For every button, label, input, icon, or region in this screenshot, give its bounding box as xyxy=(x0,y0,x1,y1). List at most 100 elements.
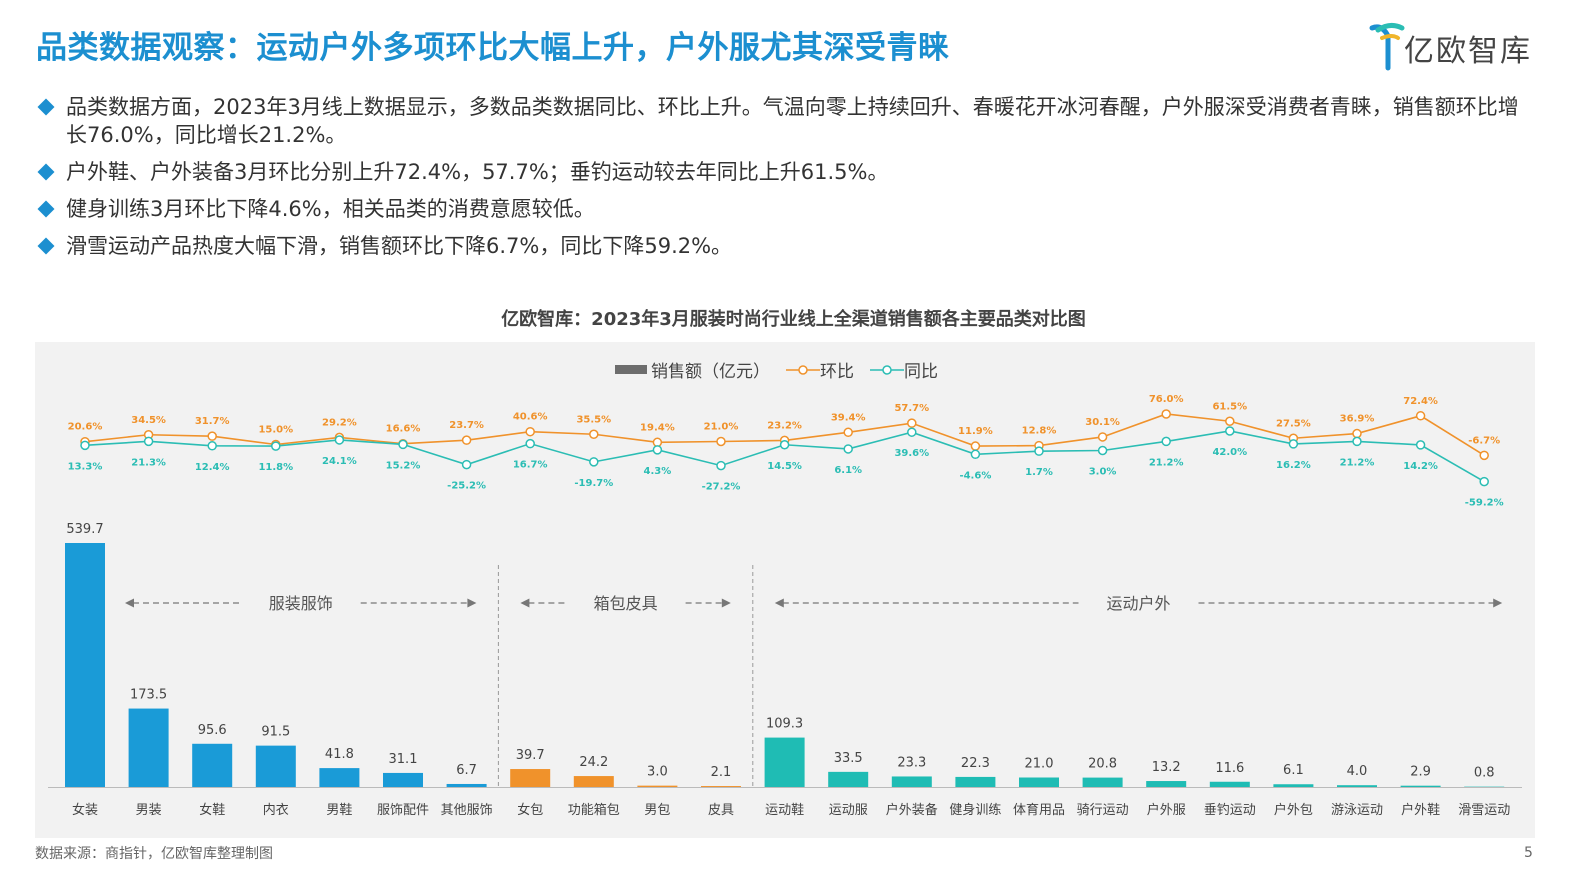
bullet-list: 品类数据方面，2023年3月线上数据显示，多数品类数据同比、环比上升。气温向零上… xyxy=(36,93,1536,269)
mom-value-label: -6.7% xyxy=(1468,435,1500,446)
yoy-point xyxy=(1288,439,1299,449)
mom-point xyxy=(1161,409,1171,419)
bar-value-label: 3.0 xyxy=(647,765,668,780)
category-label: 女鞋 xyxy=(199,802,225,818)
yoy-point xyxy=(970,449,981,460)
bar-value-label: 91.5 xyxy=(261,725,290,740)
yoy-value-label: 21.2% xyxy=(1340,457,1375,468)
yoy-value-label: 14.5% xyxy=(767,461,802,472)
right-arrowhead-icon xyxy=(1493,598,1503,608)
category-label: 其他服饰 xyxy=(441,803,493,818)
mom-value-label: 21.0% xyxy=(704,422,739,433)
mom-value-label: 39.4% xyxy=(831,412,866,423)
logo: 亿欧智库 xyxy=(1368,20,1538,74)
category-label: 户外鞋 xyxy=(1401,802,1440,818)
left-arrowhead-icon xyxy=(774,598,784,608)
yoy-point xyxy=(779,440,790,450)
category-label: 骑行运动 xyxy=(1077,803,1129,818)
mom-point xyxy=(716,436,726,447)
page-title: 品类数据观察：运动户外多项环比大幅上升，户外服尤其深受青睐 xyxy=(36,30,950,66)
bar-value-label: 2.9 xyxy=(1410,765,1431,780)
bar xyxy=(1400,785,1441,787)
legend-mom-line-icon xyxy=(786,364,820,375)
bar xyxy=(510,769,551,787)
yoy-value-label: -25.2% xyxy=(447,481,486,492)
mom-value-label: 19.4% xyxy=(640,422,675,433)
yoy-point xyxy=(143,436,154,447)
bullet-text: 品类数据方面，2023年3月线上数据显示，多数品类数据同比、环比上升。气温向零上… xyxy=(66,95,1519,147)
yoy-point xyxy=(207,441,217,451)
mom-point xyxy=(525,426,535,437)
bar xyxy=(319,768,360,787)
bar-value-label: 2.1 xyxy=(711,765,732,780)
yoy-point xyxy=(525,438,535,449)
yoy-value-label: 16.7% xyxy=(513,460,548,471)
bar-value-label: 13.2 xyxy=(1152,760,1181,775)
bar xyxy=(1146,781,1187,787)
bullet-item: 健身训练3月环比下降4.6%，相关品类的消费意愿较低。 xyxy=(36,195,1536,223)
bar-value-label: 39.7 xyxy=(516,748,545,763)
yoy-value-label: 6.1% xyxy=(834,465,862,476)
legend-item-sales: 销售额（亿元） xyxy=(615,357,770,382)
yoy-point xyxy=(589,457,599,467)
bar-value-label: 95.6 xyxy=(198,723,227,738)
bar-value-label: 6.1 xyxy=(1283,763,1304,778)
legend-item-yoy: 同比 xyxy=(870,357,938,382)
yoy-point xyxy=(80,440,90,451)
yoy-point xyxy=(716,460,726,471)
bar xyxy=(1082,777,1123,787)
bar-value-label: 22.3 xyxy=(961,756,990,771)
category-label: 健身训练 xyxy=(949,802,1001,818)
mom-value-label: 11.9% xyxy=(958,426,993,437)
yoy-point xyxy=(1034,446,1044,456)
bar xyxy=(637,785,678,787)
yoy-value-label: 4.3% xyxy=(644,466,672,477)
legend-label-sales: 销售额（亿元） xyxy=(651,362,770,382)
yoy-point xyxy=(398,439,408,450)
mom-point xyxy=(589,429,599,439)
category-label: 服饰配件 xyxy=(377,803,429,818)
mom-value-label: 12.8% xyxy=(1022,426,1057,437)
bar-value-label: 173.5 xyxy=(130,688,167,703)
chart-title: 亿欧智库：2023年3月服装时尚行业线上全渠道销售额各主要品类对比图 xyxy=(501,309,1086,330)
left-arrowhead-icon xyxy=(520,598,530,608)
yoy-point xyxy=(1479,476,1489,487)
mom-point xyxy=(843,427,853,438)
bar xyxy=(1019,777,1059,787)
bar-value-label: 4.0 xyxy=(1347,764,1368,779)
bar-value-label: 539.7 xyxy=(66,522,103,537)
data-source: 数据来源：商指针，亿欧智库整理制图 xyxy=(35,846,273,862)
bar xyxy=(446,783,487,787)
left-arrowhead-icon xyxy=(125,598,134,608)
mom-point xyxy=(461,435,472,445)
mom-point xyxy=(1097,432,1108,442)
mom-point xyxy=(1352,428,1362,439)
legend-bar-swatch xyxy=(615,365,647,374)
mom-value-label: 76.0% xyxy=(1149,394,1184,405)
yoy-point xyxy=(1225,426,1235,436)
category-label: 游泳运动 xyxy=(1331,803,1383,818)
yoy-point xyxy=(1352,436,1362,447)
category-label: 户外装备 xyxy=(886,802,938,818)
group-label: 箱包皮具 xyxy=(594,594,658,613)
mom-point xyxy=(907,418,917,428)
bar-value-label: 20.8 xyxy=(1088,757,1117,772)
mom-value-label: 40.6% xyxy=(513,412,548,423)
yoy-point xyxy=(271,441,281,451)
bar-value-label: 31.1 xyxy=(389,752,418,767)
category-label: 男鞋 xyxy=(326,802,352,818)
right-arrowhead-icon xyxy=(721,598,731,608)
yoy-value-label: 14.2% xyxy=(1403,461,1438,472)
mom-point xyxy=(1225,416,1235,426)
category-label: 户外包 xyxy=(1274,802,1313,818)
yoy-value-label: 3.0% xyxy=(1089,467,1117,478)
bar xyxy=(1464,786,1505,788)
mom-value-label: 35.5% xyxy=(576,414,611,425)
bullet-item: 滑雪运动产品热度大幅下滑，销售额环比下降6.7%，同比下降59.2%。 xyxy=(36,232,1536,260)
logo-text: 亿欧智库 xyxy=(1404,34,1532,69)
bar-value-label: 24.2 xyxy=(579,755,608,770)
bullet-text: 滑雪运动产品热度大幅下滑，销售额环比下降6.7%，同比下降59.2%。 xyxy=(66,234,733,258)
bullet-text: 健身训练3月环比下降4.6%，相关品类的消费意愿较低。 xyxy=(66,197,595,221)
yoy-point xyxy=(652,445,663,455)
